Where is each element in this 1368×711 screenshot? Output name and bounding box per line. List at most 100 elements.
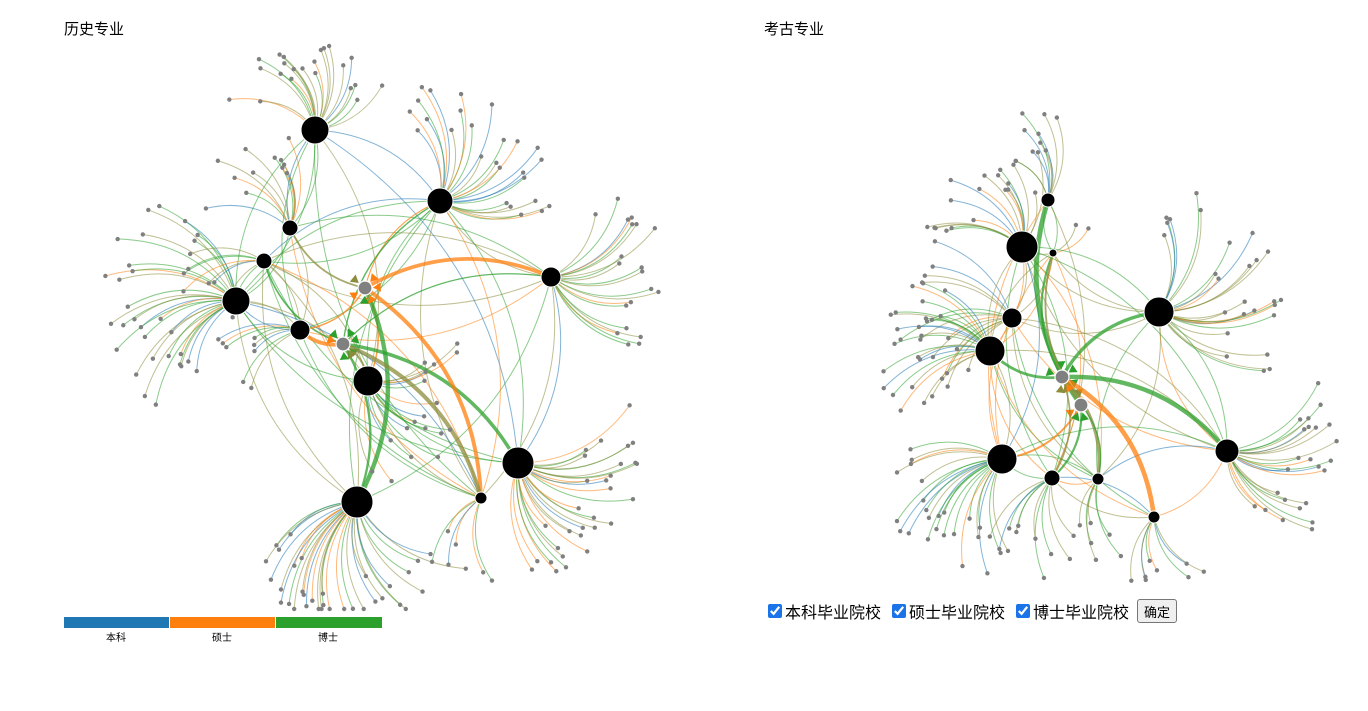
history-leaf-node <box>140 232 146 237</box>
archaeology-network-graph[interactable] <box>700 90 1360 615</box>
archaeology-edge <box>989 350 1099 480</box>
history-edge <box>159 205 237 302</box>
history-leaf-node <box>350 606 356 611</box>
archaeology-leaf-node <box>1042 112 1047 117</box>
history-leaf-node <box>312 59 317 64</box>
archaeology-edge <box>1158 210 1202 313</box>
archaeology-edges <box>883 113 1337 581</box>
degree-legend: 本科 硕士 博士 <box>64 617 382 647</box>
doctor-checkbox[interactable] <box>1016 604 1031 618</box>
filter-bachelor[interactable]: 本科毕业院校 <box>765 599 881 623</box>
archaeology-leaf-node <box>1036 131 1041 136</box>
history-leaf-node <box>126 263 132 268</box>
archaeology-edge <box>979 458 1003 574</box>
bachelor-checkbox[interactable] <box>768 604 782 618</box>
history-leaf-node <box>489 578 495 583</box>
archaeology-leaf-node <box>939 376 945 381</box>
archaeology-leaf-node <box>1213 271 1218 277</box>
archaeology-leaf-node <box>976 534 981 540</box>
history-leaf-node <box>252 335 257 341</box>
archaeology-leaf-node <box>933 225 938 231</box>
history-leaf-node <box>256 56 262 62</box>
history-leaf-node <box>288 532 293 537</box>
history-network-graph[interactable] <box>0 40 700 615</box>
archaeology-leaf-node <box>1162 232 1167 238</box>
archaeology-edge <box>1158 311 1228 452</box>
history-leaf-node <box>591 515 597 520</box>
history-leaf-node <box>121 323 126 328</box>
archaeology-center-node <box>1073 397 1089 413</box>
legend-label-master: 硕士 <box>212 633 232 644</box>
archaeology-edge <box>1097 445 1228 480</box>
archaeology-leaf-node <box>881 369 886 374</box>
history-hub-node <box>426 187 454 215</box>
archaeology-leaf-node <box>1216 276 1221 281</box>
archaeology-leaf-node <box>1282 497 1288 502</box>
archaeology-leaf-node <box>916 324 922 330</box>
history-leaf-node <box>220 341 226 346</box>
archaeology-leaf-node <box>942 510 947 515</box>
history-leaf-node <box>286 601 292 607</box>
master-checkbox[interactable] <box>892 604 907 618</box>
archaeology-flow-arrow <box>1055 384 1066 394</box>
master-checkbox-label: 硕士毕业院校 <box>909 603 1006 622</box>
legend-label-bachelor: 本科 <box>106 633 126 644</box>
history-center-node <box>335 336 351 352</box>
filter-doctor[interactable]: 博士毕业院校 <box>1013 599 1129 623</box>
archaeology-leaf-node <box>938 313 943 319</box>
archaeology-leaf-node <box>1016 523 1021 528</box>
history-leaf-node <box>341 63 346 68</box>
archaeology-leaf-node <box>997 546 1002 552</box>
archaeology-edge <box>1052 252 1160 313</box>
history-leaf-node <box>268 577 274 582</box>
history-leaf-node <box>186 359 191 364</box>
history-leaf-node <box>150 356 156 361</box>
archaeology-leaf-node <box>1297 417 1303 422</box>
confirm-button[interactable]: 确定 <box>1137 599 1178 623</box>
archaeology-leaf-node <box>1247 263 1252 269</box>
history-leaf-node <box>434 400 440 406</box>
history-flow-edge <box>363 286 483 499</box>
history-hub-node <box>300 115 330 145</box>
archaeology-leaf-node <box>946 335 951 341</box>
archaeology-leaf-node <box>1334 438 1339 444</box>
history-leaf-node <box>539 157 544 162</box>
history-leaf-node <box>244 190 249 196</box>
history-leaf-node <box>169 330 174 335</box>
archaeology-leaf-node <box>1077 523 1083 528</box>
history-leaf-node <box>615 196 621 201</box>
archaeology-edge <box>934 240 1013 319</box>
archaeology-leaf-node <box>921 498 926 503</box>
archaeology-flow-edge <box>1060 375 1157 518</box>
history-leaf-node <box>634 461 640 466</box>
history-leaf-node <box>388 438 393 443</box>
history-edge <box>263 260 482 499</box>
history-leaf-node <box>463 566 468 571</box>
archaeology-leaf-node <box>944 370 950 376</box>
history-leaf-node <box>626 342 631 347</box>
history-edge <box>235 300 358 503</box>
archaeology-edge <box>922 281 1013 319</box>
history-edge <box>447 497 482 565</box>
history-edge <box>105 269 237 302</box>
history-leaf-node <box>419 84 425 90</box>
archaeology-edge <box>1001 246 1040 460</box>
archaeology-leaf-node <box>925 537 931 542</box>
history-edge <box>439 200 501 499</box>
archaeology-leaf-node <box>1088 540 1094 546</box>
archaeology-flow-arrow <box>1068 364 1078 373</box>
history-hub-node <box>474 491 488 505</box>
archaeology-leaf-node <box>906 531 911 536</box>
archaeology-leaf-node <box>1222 310 1228 315</box>
archaeology-leaf-node <box>1316 464 1321 469</box>
archaeology-leaf-node <box>1013 158 1018 163</box>
archaeology-leaf-node <box>1071 533 1076 539</box>
history-edge <box>550 217 633 278</box>
archaeology-edge <box>989 350 1155 518</box>
archaeology-leaf-node <box>960 563 965 569</box>
history-leaf-node <box>592 525 597 530</box>
filter-master[interactable]: 硕士毕业院校 <box>889 599 1005 623</box>
history-leaf-node <box>639 265 644 270</box>
history-flow-arrow <box>368 295 377 304</box>
archaeology-leaf-node <box>894 470 900 475</box>
